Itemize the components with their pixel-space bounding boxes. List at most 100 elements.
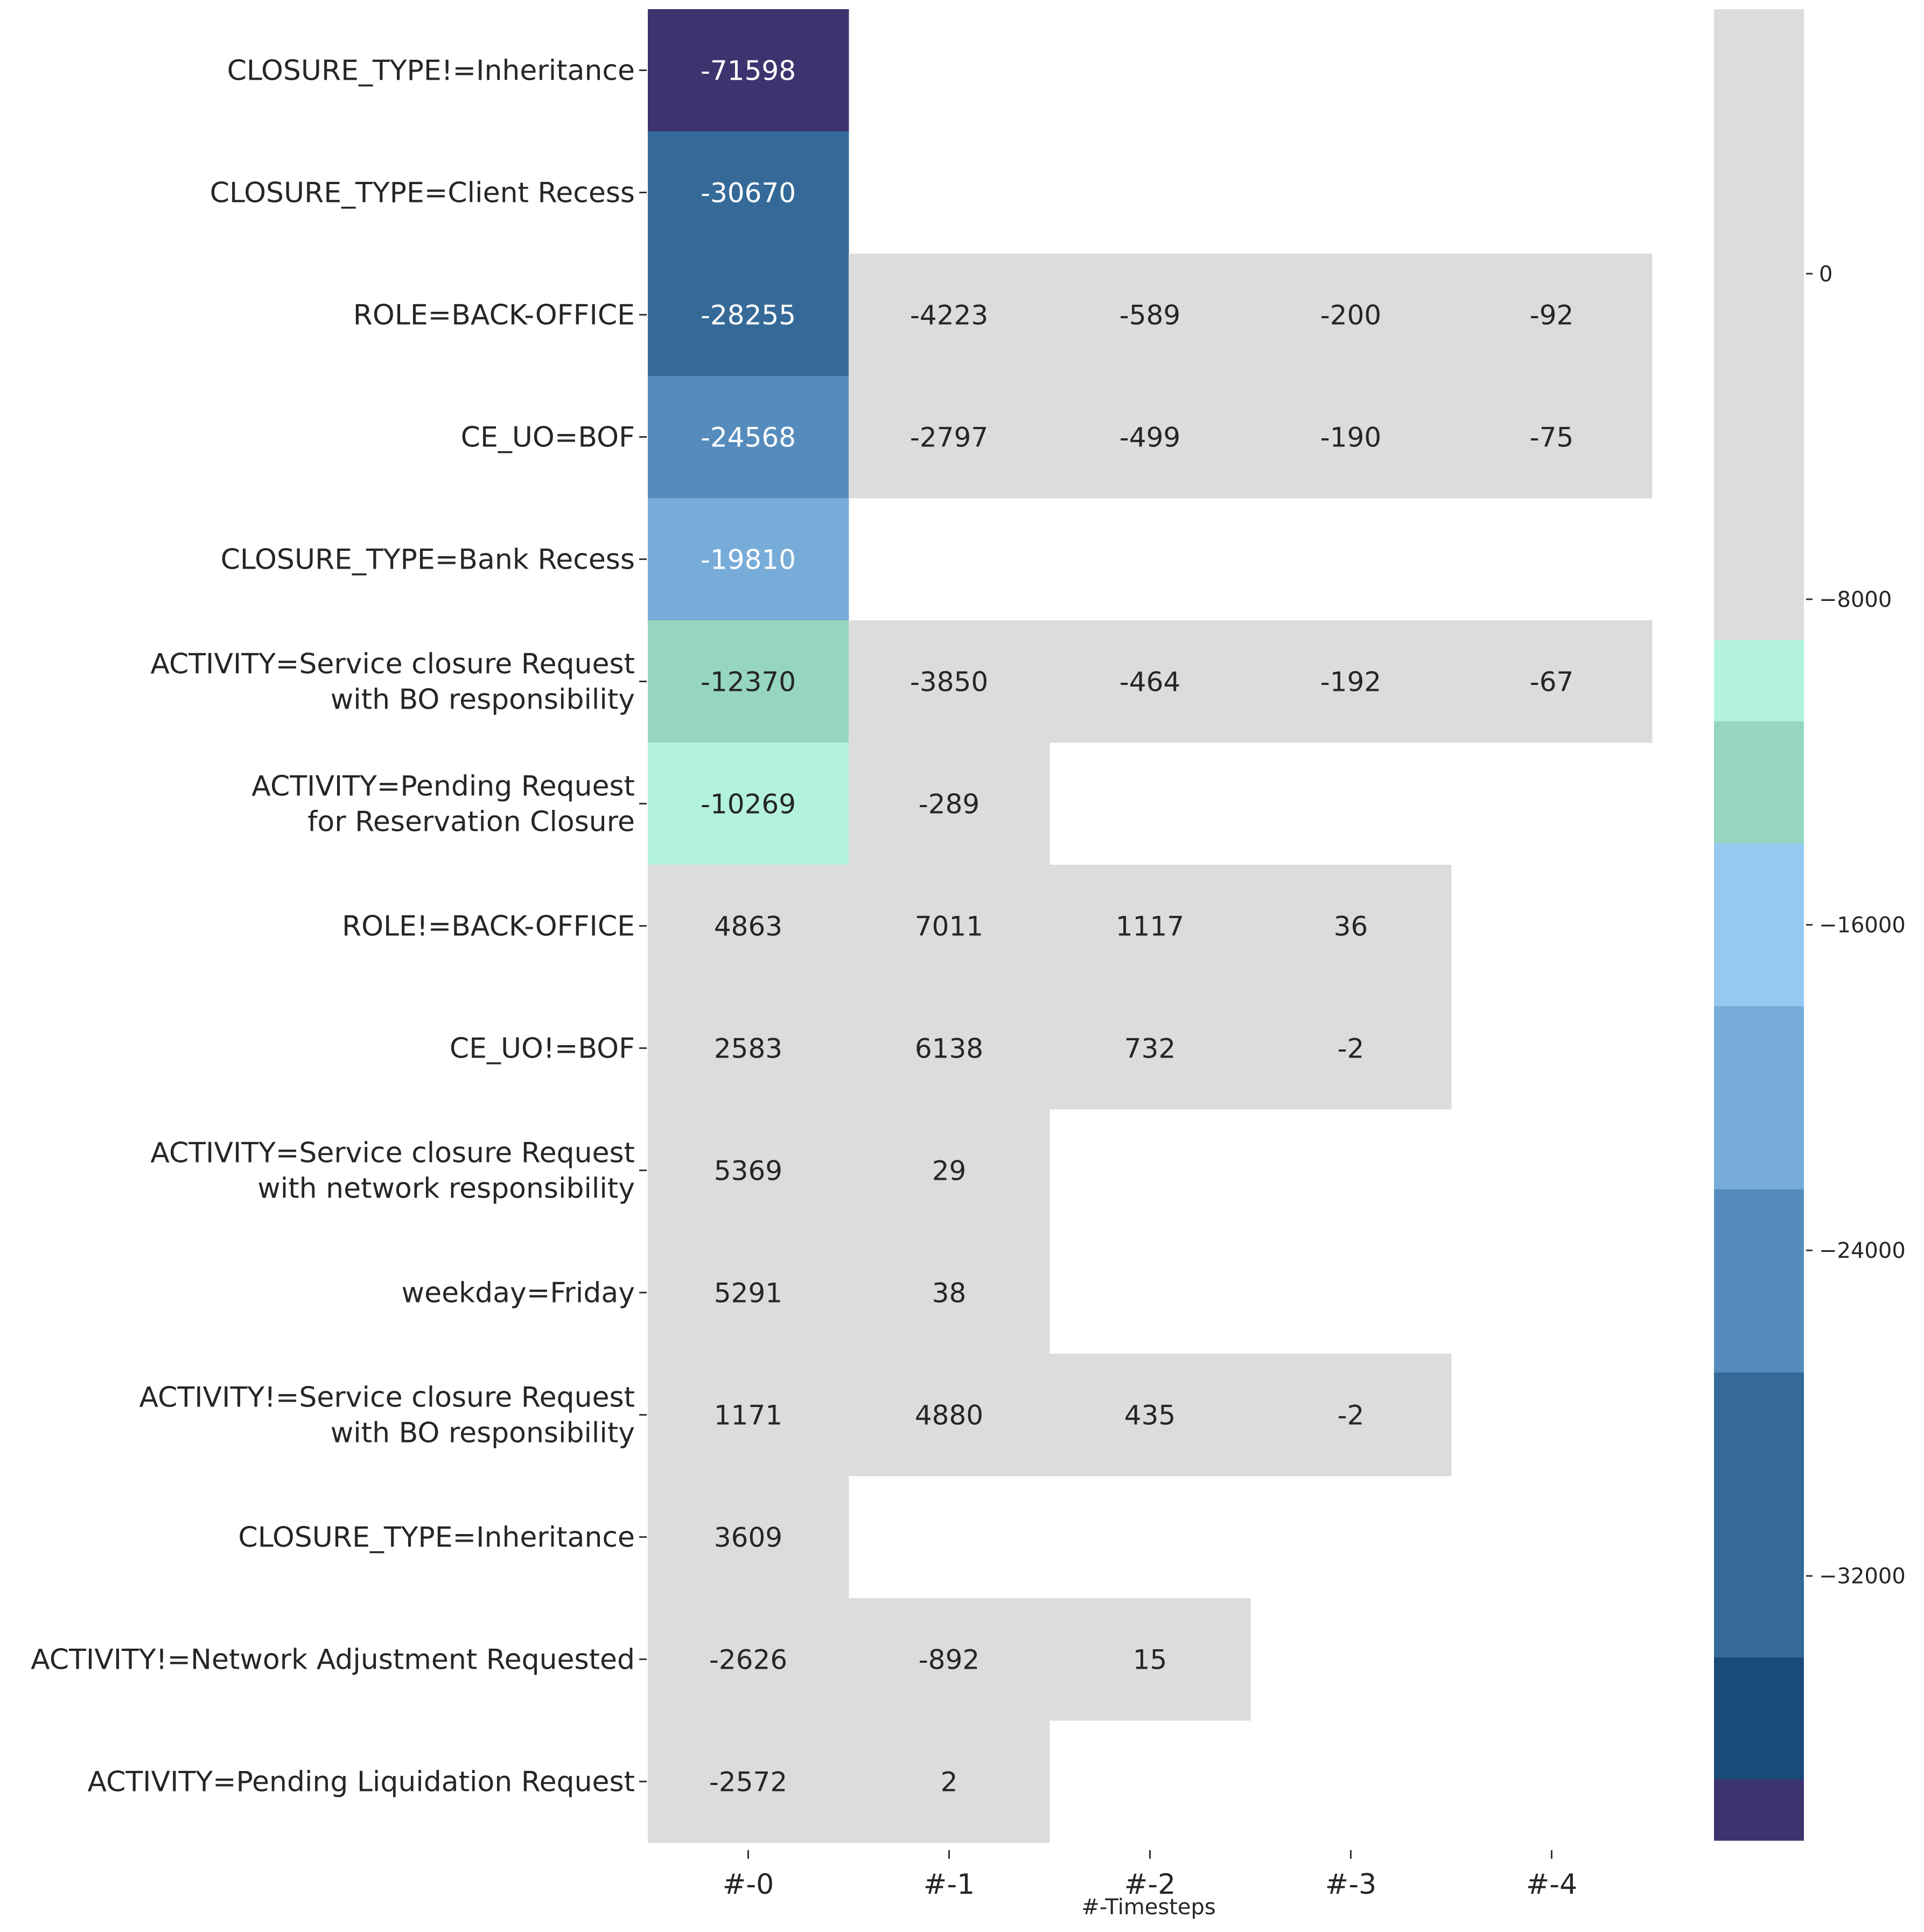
y-tick-label: CLOSURE_TYPE=Client Recess [210, 177, 635, 209]
heatmap-cell [648, 131, 849, 254]
cell-value-label: -589 [1120, 300, 1180, 331]
cell-value-label: -10269 [701, 789, 796, 820]
x-axis-title: #-Timesteps [1081, 1895, 1216, 1920]
cell-value-label: -4223 [910, 300, 988, 331]
cell-value-label: 1117 [1116, 911, 1184, 942]
heatmap-cell [1050, 620, 1251, 743]
cell-value-label: 5369 [714, 1156, 782, 1187]
x-tick-label: #-4 [1526, 1868, 1577, 1901]
cell-value-label: 7011 [915, 911, 983, 942]
colorbar-tick-label: 0 [1819, 262, 1832, 286]
y-tick-label: CE_UO=BOF [461, 422, 635, 454]
cell-value-label: -464 [1120, 667, 1180, 698]
cell-value-label: -190 [1320, 422, 1381, 453]
heatmap-cell [849, 1231, 1050, 1354]
y-tick-label: ROLE!=BACK-OFFICE [342, 911, 635, 943]
cell-value-label: -24568 [701, 422, 796, 453]
colorbar-band [1714, 9, 1804, 640]
cell-value-label: -289 [919, 789, 980, 820]
y-tick-label: with BO responsibility [331, 684, 635, 716]
cell-value-label: -192 [1320, 667, 1381, 698]
heatmap-cell [1250, 987, 1452, 1110]
heatmap-cell [648, 1354, 849, 1476]
cell-value-label: 3609 [714, 1522, 782, 1553]
cell-value-label: -2 [1338, 1033, 1365, 1065]
heatmap-cell [1050, 1354, 1251, 1476]
heatmap-cell [648, 376, 849, 499]
cell-value-label: -3850 [910, 667, 988, 698]
y-tick-label: ACTIVITY=Service closure Request [150, 648, 635, 681]
cell-value-label: -2626 [709, 1644, 787, 1676]
heatmap-cell [1050, 987, 1251, 1110]
heatmap-cell [648, 254, 849, 376]
y-tick-label: CLOSURE_TYPE=Inheritance [238, 1522, 635, 1554]
cell-value-label: -2797 [910, 422, 988, 453]
colorbar-band [1714, 1189, 1804, 1373]
y-tick-label: with network responsibility [257, 1173, 635, 1205]
heatmap-cell [648, 743, 849, 865]
colorbar-band [1714, 1779, 1804, 1841]
heatmap-cell [1451, 254, 1653, 376]
heatmap-cell [849, 1720, 1050, 1843]
y-tick-label: CLOSURE_TYPE!=Inheritance [227, 55, 635, 87]
cell-value-label: 36 [1334, 911, 1368, 942]
heatmap-cell [648, 498, 849, 621]
colorbar-band [1714, 721, 1804, 844]
cell-value-label: 2583 [714, 1033, 782, 1065]
heatmap-cell [849, 743, 1050, 865]
heatmap-cell [1451, 376, 1653, 499]
cell-value-label: -67 [1530, 667, 1574, 698]
cell-value-label: -19810 [701, 544, 796, 576]
colorbar-tick-label: −24000 [1819, 1238, 1906, 1263]
heatmap-cell [1250, 1354, 1452, 1476]
cell-value-label: -28255 [701, 300, 796, 331]
cell-value-label: -200 [1320, 300, 1381, 331]
heatmap-cell [648, 9, 849, 132]
cell-value-label: 6138 [915, 1033, 983, 1065]
y-tick-label: for Reservation Closure [307, 806, 635, 838]
heatmap-cell [849, 1109, 1050, 1232]
cell-value-label: 435 [1124, 1400, 1176, 1431]
heatmap-cell [1050, 376, 1251, 499]
cell-value-label: -892 [919, 1644, 980, 1676]
cell-value-label: -92 [1530, 300, 1574, 331]
heatmap-cell [648, 1231, 849, 1354]
y-tick-label: ACTIVITY=Pending Request [251, 771, 635, 803]
cell-value-label: 1171 [714, 1400, 782, 1431]
cell-value-label: 732 [1124, 1033, 1176, 1065]
heatmap-cell [1050, 254, 1251, 376]
heatmap-value-labels: -71598 -30670 -28255 -4223 -589 -200 -92 -24568… [701, 55, 1573, 1798]
heatmap-cell [648, 865, 849, 988]
y-tick-label: ACTIVITY!=Service closure Request [139, 1382, 635, 1414]
heatmap-cell [1451, 620, 1653, 743]
x-axis: #-Timesteps #-0 #-1 #-2 #-3 #-4 [723, 1850, 1577, 1920]
x-tick-label: #-1 [923, 1868, 975, 1901]
heatmap-cell [849, 987, 1050, 1110]
colorbar-band [1714, 1372, 1804, 1658]
colorbar-tick-label: −32000 [1819, 1564, 1906, 1589]
cell-value-label: 5291 [714, 1278, 782, 1309]
x-tick-label: #-2 [1124, 1868, 1176, 1901]
cell-value-label: 38 [932, 1278, 967, 1309]
y-tick-label: CLOSURE_TYPE=Bank Recess [221, 544, 635, 576]
colorbar-band [1714, 843, 1804, 1007]
cell-value-label: -71598 [701, 55, 796, 87]
cell-value-label: -12370 [701, 667, 796, 698]
heatmap-cells [648, 9, 1653, 1843]
y-tick-label: ROLE=BACK-OFFICE [353, 299, 635, 332]
heatmap-cell [1250, 254, 1452, 376]
heatmap-cell [648, 1476, 849, 1599]
colorbar: 0 −8000 −16000 −24000 −32000 [1714, 9, 1906, 1841]
heatmap-cell [1250, 865, 1452, 988]
heatmap-cell [648, 620, 849, 743]
heatmap-cell [849, 620, 1050, 743]
cell-value-label: 29 [932, 1156, 967, 1187]
heatmap-cell [1250, 376, 1452, 499]
heatmap-cell [849, 1598, 1050, 1721]
cell-value-label: 15 [1133, 1644, 1167, 1676]
heatmap-cell [648, 1598, 849, 1721]
x-tick-label: #-3 [1325, 1868, 1376, 1901]
colorbar-band [1714, 1657, 1804, 1780]
